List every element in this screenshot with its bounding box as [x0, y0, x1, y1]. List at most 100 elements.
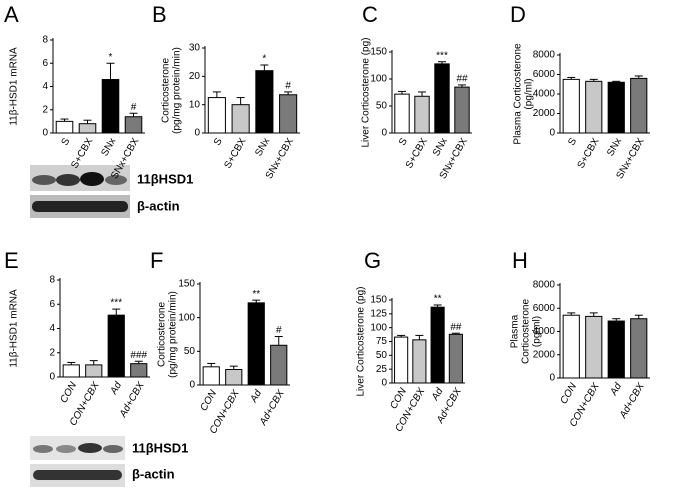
bar [207, 97, 226, 134]
error-bar [236, 97, 245, 105]
x-tick-label: S [397, 136, 410, 148]
y-tick-label: 125 [370, 308, 387, 319]
y-tick-label: 6000 [533, 69, 556, 80]
y-tick-label: 2 [42, 104, 48, 115]
chart-panel: D Plasma Corticosterone (pg/ml) 0 2000 4000 60… [510, 2, 650, 181]
y-tick-label: 4 [42, 81, 48, 92]
y-tick-label: 4 [49, 323, 55, 334]
y-tick-label: 50 [184, 346, 196, 357]
bar [394, 336, 409, 384]
bar [448, 333, 463, 384]
panel-letter: G [364, 248, 381, 273]
error-bar [612, 318, 621, 322]
x-tick-label: Ad [248, 388, 264, 405]
blot-band [56, 445, 76, 453]
y-tick-label: 150 [370, 295, 387, 306]
y-tick-label: 6 [49, 299, 55, 310]
bar [78, 123, 97, 134]
y-tick-label: 0 [381, 378, 387, 389]
y-tick-label: 100 [370, 322, 387, 333]
y-tick-label: 2000 [533, 349, 556, 360]
error-bar [67, 361, 76, 365]
blot-label: β-actin [137, 198, 180, 213]
x-tick-label: S [212, 136, 225, 148]
chart-panel: F Corticosterone (pg/mg protein/min) 0 50 100… [150, 248, 290, 436]
y-tick-label: 8000 [533, 50, 556, 61]
y-axis-label: Liver Corticosterone (pg) [361, 37, 372, 147]
blot-label: 11βHSD1 [132, 440, 188, 455]
x-tick-label: SNx [605, 136, 624, 158]
bar [85, 364, 103, 378]
x-tick-label: CON [558, 381, 579, 406]
bar [107, 314, 125, 378]
bar [394, 93, 410, 134]
panel-letter: E [4, 248, 19, 273]
blot-band [78, 443, 102, 453]
bar [225, 369, 243, 386]
significance: ## [456, 74, 468, 85]
error-bar [397, 334, 406, 338]
x-tick-label: SNx [431, 136, 450, 158]
y-tick-label: 0 [549, 373, 555, 384]
y-axis-label: (pg/ml) [524, 78, 535, 109]
y-tick-label: 0 [42, 128, 48, 139]
bar [630, 77, 648, 134]
blot-band [105, 175, 127, 185]
blot-band [33, 445, 53, 453]
y-tick-label: 30 [189, 43, 201, 54]
bar [430, 306, 445, 384]
significance: * [109, 52, 113, 63]
error-bar [83, 119, 92, 124]
significance: # [285, 81, 291, 92]
error-bar [212, 91, 221, 98]
y-axis-label: Plasma Corticosterone [513, 43, 524, 145]
y-tick-label: 10 [189, 99, 201, 110]
x-tick-label: Ad [108, 380, 124, 397]
y-axis-label: Corticosterone [157, 302, 168, 367]
error-bar [415, 334, 424, 340]
bar [585, 80, 603, 134]
bar [607, 320, 625, 379]
bar [124, 116, 143, 134]
y-tick-label: 100 [178, 312, 195, 323]
error-bar [567, 76, 576, 80]
bar [231, 104, 250, 134]
chart-panel: B Corticosterone (pg/mg protein/min) 0 10 20 3… [152, 2, 300, 181]
y-tick-label: 2000 [533, 108, 556, 119]
y-tick-label: 2 [49, 347, 55, 358]
blot-band [32, 175, 56, 185]
y-tick-label: 50 [376, 350, 388, 361]
y-tick-label: 150 [370, 47, 387, 58]
y-tick-label: 0 [549, 128, 555, 139]
panel-letter: B [152, 2, 167, 27]
error-bar [458, 84, 466, 88]
blot-band [33, 470, 122, 480]
error-bar [567, 312, 576, 316]
significance: *** [436, 50, 448, 61]
blot-label: 11βHSD1 [137, 171, 193, 186]
x-tick-label: S [566, 136, 579, 148]
panel-letter: F [150, 248, 163, 273]
error-bar [433, 304, 442, 308]
blot-band [103, 445, 123, 453]
blot-bottom: 11βHSD1 β-actin [30, 436, 188, 487]
error-bar [274, 336, 283, 346]
error-bar [229, 365, 238, 370]
significance: # [276, 325, 282, 336]
x-tick-label: Ad [608, 381, 624, 398]
y-axis-label: 11β-HSD1 mRNA [9, 289, 20, 368]
x-tick-label: CON [58, 380, 79, 405]
y-axis-label: Plasma [510, 314, 521, 348]
error-bar [134, 360, 143, 364]
y-axis-label: 11β-HSD1 mRNA [9, 47, 20, 126]
chart-panel: G Liver Corticosterone (pg) 0 25 50 75 100 125 1… [356, 248, 465, 434]
panel-letter: H [512, 248, 528, 273]
error-bar [451, 332, 460, 335]
x-tick-label: S+CBX [222, 136, 248, 170]
bar [434, 63, 450, 134]
y-axis-label: (pg/mg protein/min) [172, 47, 183, 134]
error-bar [112, 308, 121, 316]
